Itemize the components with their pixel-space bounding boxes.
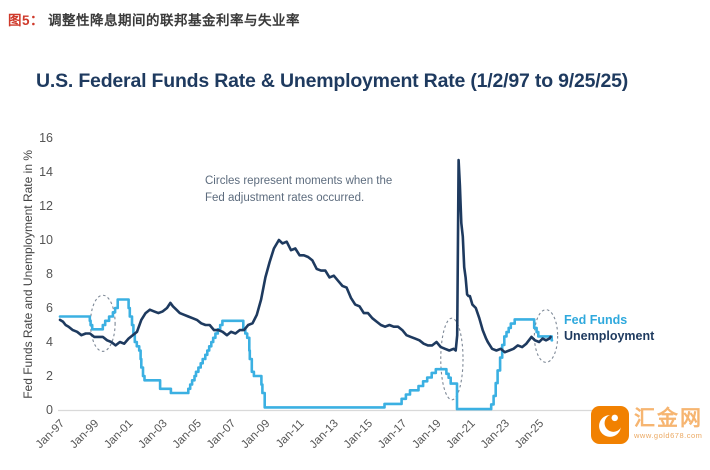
x-tick-label: Jan-11: [274, 418, 307, 451]
fed-adjustment-circle: [440, 317, 464, 401]
x-tick-label: Jan-13: [308, 418, 341, 451]
series-unemployment-line: [58, 158, 552, 354]
y-tick-label: 12: [39, 199, 53, 213]
x-tick-label: Jan-99: [68, 418, 101, 451]
chart-annotation: Circles represent moments when the Fed a…: [205, 173, 392, 208]
x-tick-label: Jan-15: [342, 418, 375, 451]
x-tick-label: Jan-05: [171, 418, 204, 451]
watermark-logo: 汇金网 www.gold678.com: [591, 406, 703, 444]
brand-swirl-icon: [591, 406, 629, 444]
fed-adjustment-circle: [89, 294, 116, 352]
x-tick-label: Jan-07: [205, 418, 238, 451]
x-tick-label: Jan-25: [513, 418, 546, 451]
legend-fed-funds-label: Fed Funds: [564, 313, 628, 327]
figure-caption: 图5： 调整性降息期间的联邦基金利率与失业率: [8, 9, 300, 29]
x-tick-label: Jan-97: [34, 418, 67, 451]
y-tick-label: 0: [46, 403, 53, 417]
figure-caption-text: 调整性降息期间的联邦基金利率与失业率: [48, 13, 301, 28]
chart-legend: Fed Funds Unemployment: [564, 313, 654, 344]
brand-name: 汇金网: [634, 407, 703, 430]
legend-unemployment-label: Unemployment: [564, 328, 655, 343]
chart-title: U.S. Federal Funds Rate & Unemployment R…: [36, 70, 629, 92]
series-fed-funds-line: [58, 298, 554, 411]
x-tick-label: Jan-19: [410, 418, 443, 451]
y-tick-label: 4: [46, 335, 53, 349]
annotation-line-2: Fed adjustment rates occurred.: [205, 192, 365, 205]
annotation-line-1: Circles represent moments when the: [205, 175, 393, 187]
y-tick-label: 6: [46, 301, 53, 315]
x-tick-label: Jan-09: [239, 418, 272, 451]
y-tick-label: 14: [39, 165, 53, 179]
x-tick-label: Jan-23: [479, 418, 512, 451]
brand-url: www.gold678.com: [634, 431, 703, 440]
y-tick-label: 10: [39, 233, 53, 247]
y-tick-label: 2: [46, 369, 53, 383]
x-tick-label: Jan-21: [444, 418, 477, 451]
x-tick-label: Jan-03: [136, 418, 169, 451]
x-tick-label: Jan-01: [102, 418, 135, 451]
y-tick-label: 8: [46, 267, 53, 281]
y-tick-label: 16: [39, 131, 53, 145]
figure-caption-number: 图5：: [8, 13, 45, 28]
brand-text: 汇金网 www.gold678.com: [634, 406, 703, 440]
x-tick-label: Jan-17: [376, 418, 409, 451]
